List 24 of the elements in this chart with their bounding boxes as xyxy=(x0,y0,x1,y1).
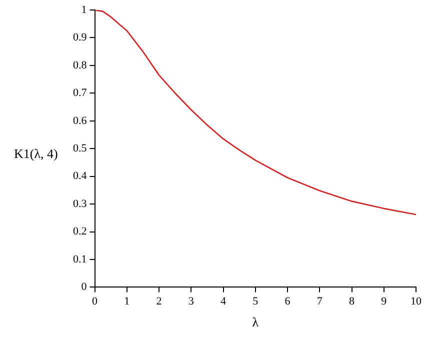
x-tick-label: 7 xyxy=(316,296,323,308)
y-tick-label: 0.4 xyxy=(73,170,88,182)
y-tick-label: 0.6 xyxy=(73,114,88,127)
y-tick-label: 0.7 xyxy=(73,87,88,100)
x-tick-label: 2 xyxy=(156,296,162,308)
y-tick-label: 0.8 xyxy=(73,59,88,72)
x-tick-label: 1 xyxy=(124,296,130,308)
y-tick-label: 0.5 xyxy=(73,142,88,154)
y-tick-label: 1 xyxy=(81,4,87,16)
x-tick-label: 0 xyxy=(92,296,98,308)
y-axis-title: K1(λ, 4) xyxy=(14,146,58,162)
x-tick-label: 6 xyxy=(284,296,291,308)
y-tick-label: 0 xyxy=(81,281,88,294)
x-tick-label: 3 xyxy=(188,296,194,308)
y-tick-label: 0.1 xyxy=(73,253,87,266)
x-axis-title: λ xyxy=(252,314,260,330)
y-tick-label: 0.3 xyxy=(73,198,88,210)
x-tick-label: 5 xyxy=(252,296,259,308)
x-tick-label: 8 xyxy=(349,296,355,308)
y-tick-label: 0.9 xyxy=(73,32,88,44)
y-tick-label: 0.2 xyxy=(73,226,87,238)
x-tick-label: 9 xyxy=(381,296,388,308)
x-tick-label: 4 xyxy=(220,296,226,308)
x-tick-label: 10 xyxy=(410,296,422,308)
